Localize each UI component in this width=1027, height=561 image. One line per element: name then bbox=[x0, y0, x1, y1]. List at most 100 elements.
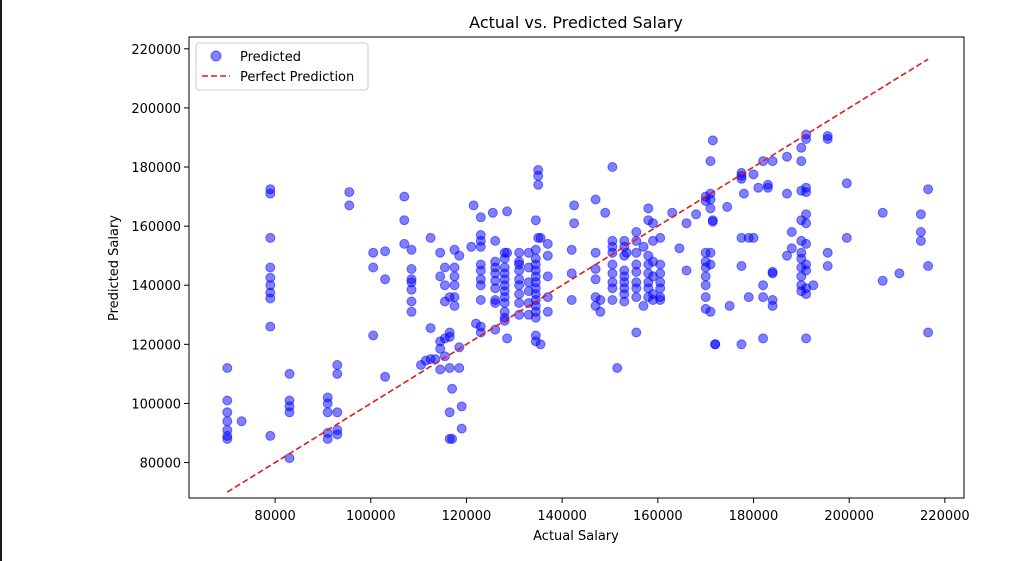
data-point bbox=[332, 429, 343, 440]
legend-box bbox=[195, 42, 369, 91]
data-point bbox=[801, 218, 812, 229]
data-point bbox=[705, 156, 716, 167]
data-point bbox=[590, 264, 601, 274]
data-point bbox=[487, 207, 498, 218]
y-tick-label: 120000 bbox=[131, 338, 181, 353]
data-point bbox=[674, 243, 685, 254]
data-point bbox=[822, 261, 833, 271]
data-point bbox=[710, 339, 721, 350]
data-point bbox=[454, 363, 465, 373]
data-point bbox=[265, 232, 276, 243]
data-point bbox=[530, 312, 541, 323]
data-point bbox=[265, 293, 276, 304]
data-point bbox=[569, 200, 580, 211]
data-point bbox=[284, 453, 295, 464]
x-tick-label: 220000 bbox=[920, 509, 970, 524]
x-tick-label: 180000 bbox=[729, 509, 779, 524]
data-point bbox=[631, 247, 642, 258]
data-point bbox=[767, 156, 778, 167]
data-point bbox=[502, 247, 513, 258]
data-point bbox=[454, 250, 465, 261]
y-tick-label: 160000 bbox=[131, 220, 181, 235]
data-point bbox=[535, 232, 546, 243]
data-point bbox=[796, 156, 807, 167]
data-point bbox=[456, 423, 467, 434]
legend-marker-predicted bbox=[210, 50, 222, 62]
x-tick-label: 200000 bbox=[824, 509, 874, 524]
data-point bbox=[822, 134, 833, 144]
data-point bbox=[782, 151, 792, 162]
data-point bbox=[399, 238, 410, 249]
data-point bbox=[590, 247, 601, 258]
data-point bbox=[222, 430, 233, 441]
data-point bbox=[915, 227, 926, 237]
data-point bbox=[758, 292, 769, 303]
window-frame-edge bbox=[0, 0, 2, 561]
data-point bbox=[344, 187, 355, 198]
data-point bbox=[222, 407, 233, 418]
data-point bbox=[535, 339, 546, 350]
data-point bbox=[566, 244, 577, 255]
legend: Predicted Perfect Prediction bbox=[195, 42, 369, 91]
data-point bbox=[724, 300, 735, 311]
data-point bbox=[332, 360, 343, 370]
data-point bbox=[801, 187, 812, 198]
data-point bbox=[514, 280, 525, 291]
perfect-prediction-line bbox=[226, 58, 929, 493]
data-point bbox=[607, 162, 618, 172]
x-tick-label: 120000 bbox=[442, 509, 492, 524]
data-point bbox=[705, 247, 716, 258]
chart-title: Actual vs. Predicted Salary bbox=[469, 13, 683, 32]
data-point bbox=[566, 295, 577, 305]
data-point bbox=[284, 368, 295, 379]
data-point bbox=[502, 333, 513, 344]
data-point bbox=[691, 209, 702, 220]
data-point bbox=[380, 274, 391, 285]
x-tick-label: 100000 bbox=[346, 509, 396, 524]
data-point bbox=[566, 268, 577, 279]
perfect-prediction-line-path bbox=[226, 58, 929, 493]
x-axis-label: Actual Salary bbox=[533, 529, 619, 544]
data-point bbox=[621, 247, 632, 258]
data-point bbox=[542, 271, 553, 282]
y-tick-label: 80000 bbox=[140, 457, 181, 472]
data-point bbox=[600, 207, 611, 218]
data-points bbox=[222, 129, 934, 464]
data-point bbox=[399, 191, 410, 202]
data-point bbox=[456, 401, 467, 412]
data-point bbox=[786, 227, 797, 237]
data-point bbox=[475, 280, 486, 291]
data-point bbox=[449, 292, 460, 303]
data-point bbox=[406, 264, 417, 274]
data-point bbox=[700, 292, 711, 303]
data-point bbox=[425, 323, 436, 334]
data-point bbox=[322, 433, 333, 444]
data-point bbox=[736, 339, 747, 350]
data-point bbox=[368, 330, 379, 341]
data-point bbox=[607, 259, 618, 270]
data-point bbox=[380, 371, 391, 382]
data-point bbox=[332, 407, 343, 418]
plot-area-frame bbox=[188, 36, 965, 499]
data-point bbox=[705, 259, 716, 270]
data-point bbox=[767, 300, 778, 311]
data-point bbox=[499, 298, 510, 308]
data-point bbox=[619, 296, 630, 307]
data-point bbox=[444, 407, 455, 418]
data-point bbox=[380, 246, 391, 257]
data-point bbox=[612, 363, 623, 373]
data-point bbox=[435, 343, 446, 354]
data-point bbox=[425, 232, 436, 243]
data-point bbox=[796, 142, 807, 153]
data-point bbox=[808, 280, 819, 291]
data-point bbox=[447, 433, 458, 444]
data-point bbox=[406, 296, 417, 307]
data-point bbox=[762, 182, 773, 193]
data-point bbox=[490, 235, 501, 246]
data-point bbox=[466, 241, 477, 252]
legend-label-perfect-prediction: Perfect Prediction bbox=[240, 70, 354, 85]
data-point bbox=[648, 218, 658, 229]
data-point bbox=[782, 250, 792, 261]
data-point bbox=[607, 268, 618, 279]
